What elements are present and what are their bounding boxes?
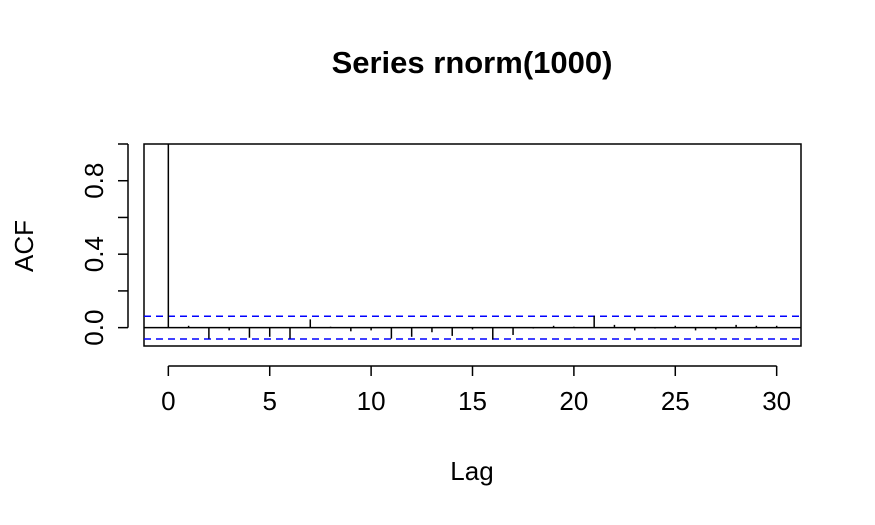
y-tick-label-0.0: 0.0	[79, 310, 109, 346]
x-tick-label-5: 5	[262, 386, 276, 416]
x-tick-label-0: 0	[161, 386, 175, 416]
x-tick-label-30: 30	[762, 386, 791, 416]
x-tick-label-15: 15	[458, 386, 487, 416]
x-tick-label-10: 10	[357, 386, 386, 416]
x-tick-label-25: 25	[661, 386, 690, 416]
x-tick-label-20: 20	[559, 386, 588, 416]
x-axis-label: Lag	[450, 456, 493, 486]
y-tick-label-0.8: 0.8	[79, 163, 109, 199]
chart-marks: 0 5 10 15 20 25 30 0.0 0.4 0.8	[79, 143, 801, 416]
plot-frame	[143, 143, 802, 347]
y-tick-label-0.4: 0.4	[79, 236, 109, 272]
chart-title: Series rnorm(1000)	[332, 45, 613, 80]
y-axis-label: ACF	[9, 220, 39, 272]
